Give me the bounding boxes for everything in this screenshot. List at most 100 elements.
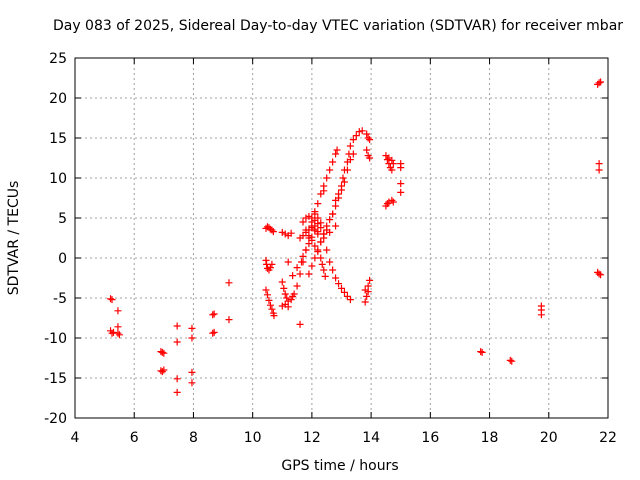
data-points — [107, 78, 605, 396]
data-point — [210, 310, 218, 318]
data-point — [329, 210, 337, 218]
y-tick-label: -5 — [53, 291, 67, 307]
data-point — [317, 254, 325, 262]
data-point — [317, 219, 325, 227]
data-point — [332, 196, 340, 204]
x-tick-label: 10 — [244, 430, 262, 446]
data-point — [389, 160, 397, 168]
data-point — [299, 218, 307, 226]
data-point — [343, 158, 351, 166]
data-point — [332, 150, 340, 158]
y-tick-label: -15 — [44, 371, 67, 387]
data-point — [343, 292, 351, 300]
data-point — [326, 228, 334, 236]
data-point — [320, 230, 328, 238]
data-point — [346, 142, 354, 150]
data-point — [506, 356, 514, 364]
data-point — [314, 248, 322, 256]
data-point — [158, 368, 166, 376]
data-point — [595, 160, 603, 168]
data-point — [314, 214, 322, 222]
data-point — [477, 348, 485, 356]
data-point — [278, 228, 286, 236]
data-point — [308, 218, 316, 226]
data-point — [157, 348, 165, 356]
data-point — [326, 166, 334, 174]
data-point — [314, 230, 322, 238]
data-point — [323, 174, 331, 182]
data-point — [188, 324, 196, 332]
data-point — [361, 286, 369, 294]
data-point — [321, 272, 329, 280]
data-point — [108, 296, 116, 304]
data-point — [352, 132, 360, 140]
data-point — [173, 338, 181, 346]
data-point — [262, 286, 270, 294]
data-point — [332, 274, 340, 282]
data-point — [364, 288, 372, 296]
data-point — [320, 266, 328, 274]
data-point — [158, 348, 166, 356]
data-point — [388, 196, 396, 204]
data-point — [225, 279, 233, 287]
data-point — [389, 198, 397, 206]
data-point — [293, 264, 301, 272]
data-point — [281, 230, 289, 238]
data-point — [157, 367, 165, 375]
data-point — [266, 264, 274, 272]
data-point — [345, 150, 353, 158]
chart-title: Day 083 of 2025, Sidereal Day-to-day VTE… — [53, 18, 623, 34]
data-point — [361, 298, 369, 306]
data-point — [329, 158, 337, 166]
y-tick-label: 5 — [58, 211, 67, 227]
data-point — [305, 212, 313, 220]
data-point — [478, 348, 486, 356]
data-point — [383, 200, 391, 208]
data-point — [595, 166, 603, 174]
data-point — [265, 296, 273, 304]
data-point — [332, 222, 340, 230]
data-point — [333, 146, 341, 154]
data-point — [388, 166, 396, 174]
y-tick-label: 20 — [49, 91, 67, 107]
x-tick-label: 12 — [303, 430, 321, 446]
data-point — [114, 323, 122, 331]
data-point — [326, 216, 334, 224]
data-point — [340, 288, 348, 296]
data-point — [335, 280, 343, 288]
data-point — [537, 311, 545, 319]
data-point — [270, 312, 278, 320]
y-tick-label: 0 — [58, 251, 67, 267]
data-point — [269, 228, 277, 236]
x-tick-label: 8 — [189, 430, 198, 446]
data-point — [210, 328, 218, 336]
data-point — [397, 180, 405, 188]
data-point — [302, 246, 310, 254]
data-point — [597, 271, 605, 279]
data-point — [358, 127, 366, 135]
data-point — [160, 366, 168, 374]
data-point — [397, 188, 405, 196]
data-point — [383, 156, 391, 164]
data-point — [317, 238, 325, 246]
data-point — [366, 154, 374, 162]
x-tick-label: 4 — [71, 430, 80, 446]
x-tick-label: 14 — [362, 430, 380, 446]
data-point — [263, 264, 271, 272]
data-point — [173, 322, 181, 330]
data-point — [339, 174, 347, 182]
data-point — [305, 270, 313, 278]
data-point — [338, 284, 345, 292]
y-tick-label: 25 — [49, 51, 67, 67]
data-point — [283, 294, 291, 302]
data-point — [268, 305, 276, 313]
data-point — [266, 301, 274, 309]
data-point — [278, 302, 286, 310]
data-point — [340, 166, 348, 174]
data-point — [173, 388, 181, 396]
data-point — [363, 130, 371, 138]
data-point — [188, 334, 196, 342]
data-point — [363, 146, 371, 154]
data-point — [311, 254, 319, 262]
data-point — [335, 190, 343, 198]
